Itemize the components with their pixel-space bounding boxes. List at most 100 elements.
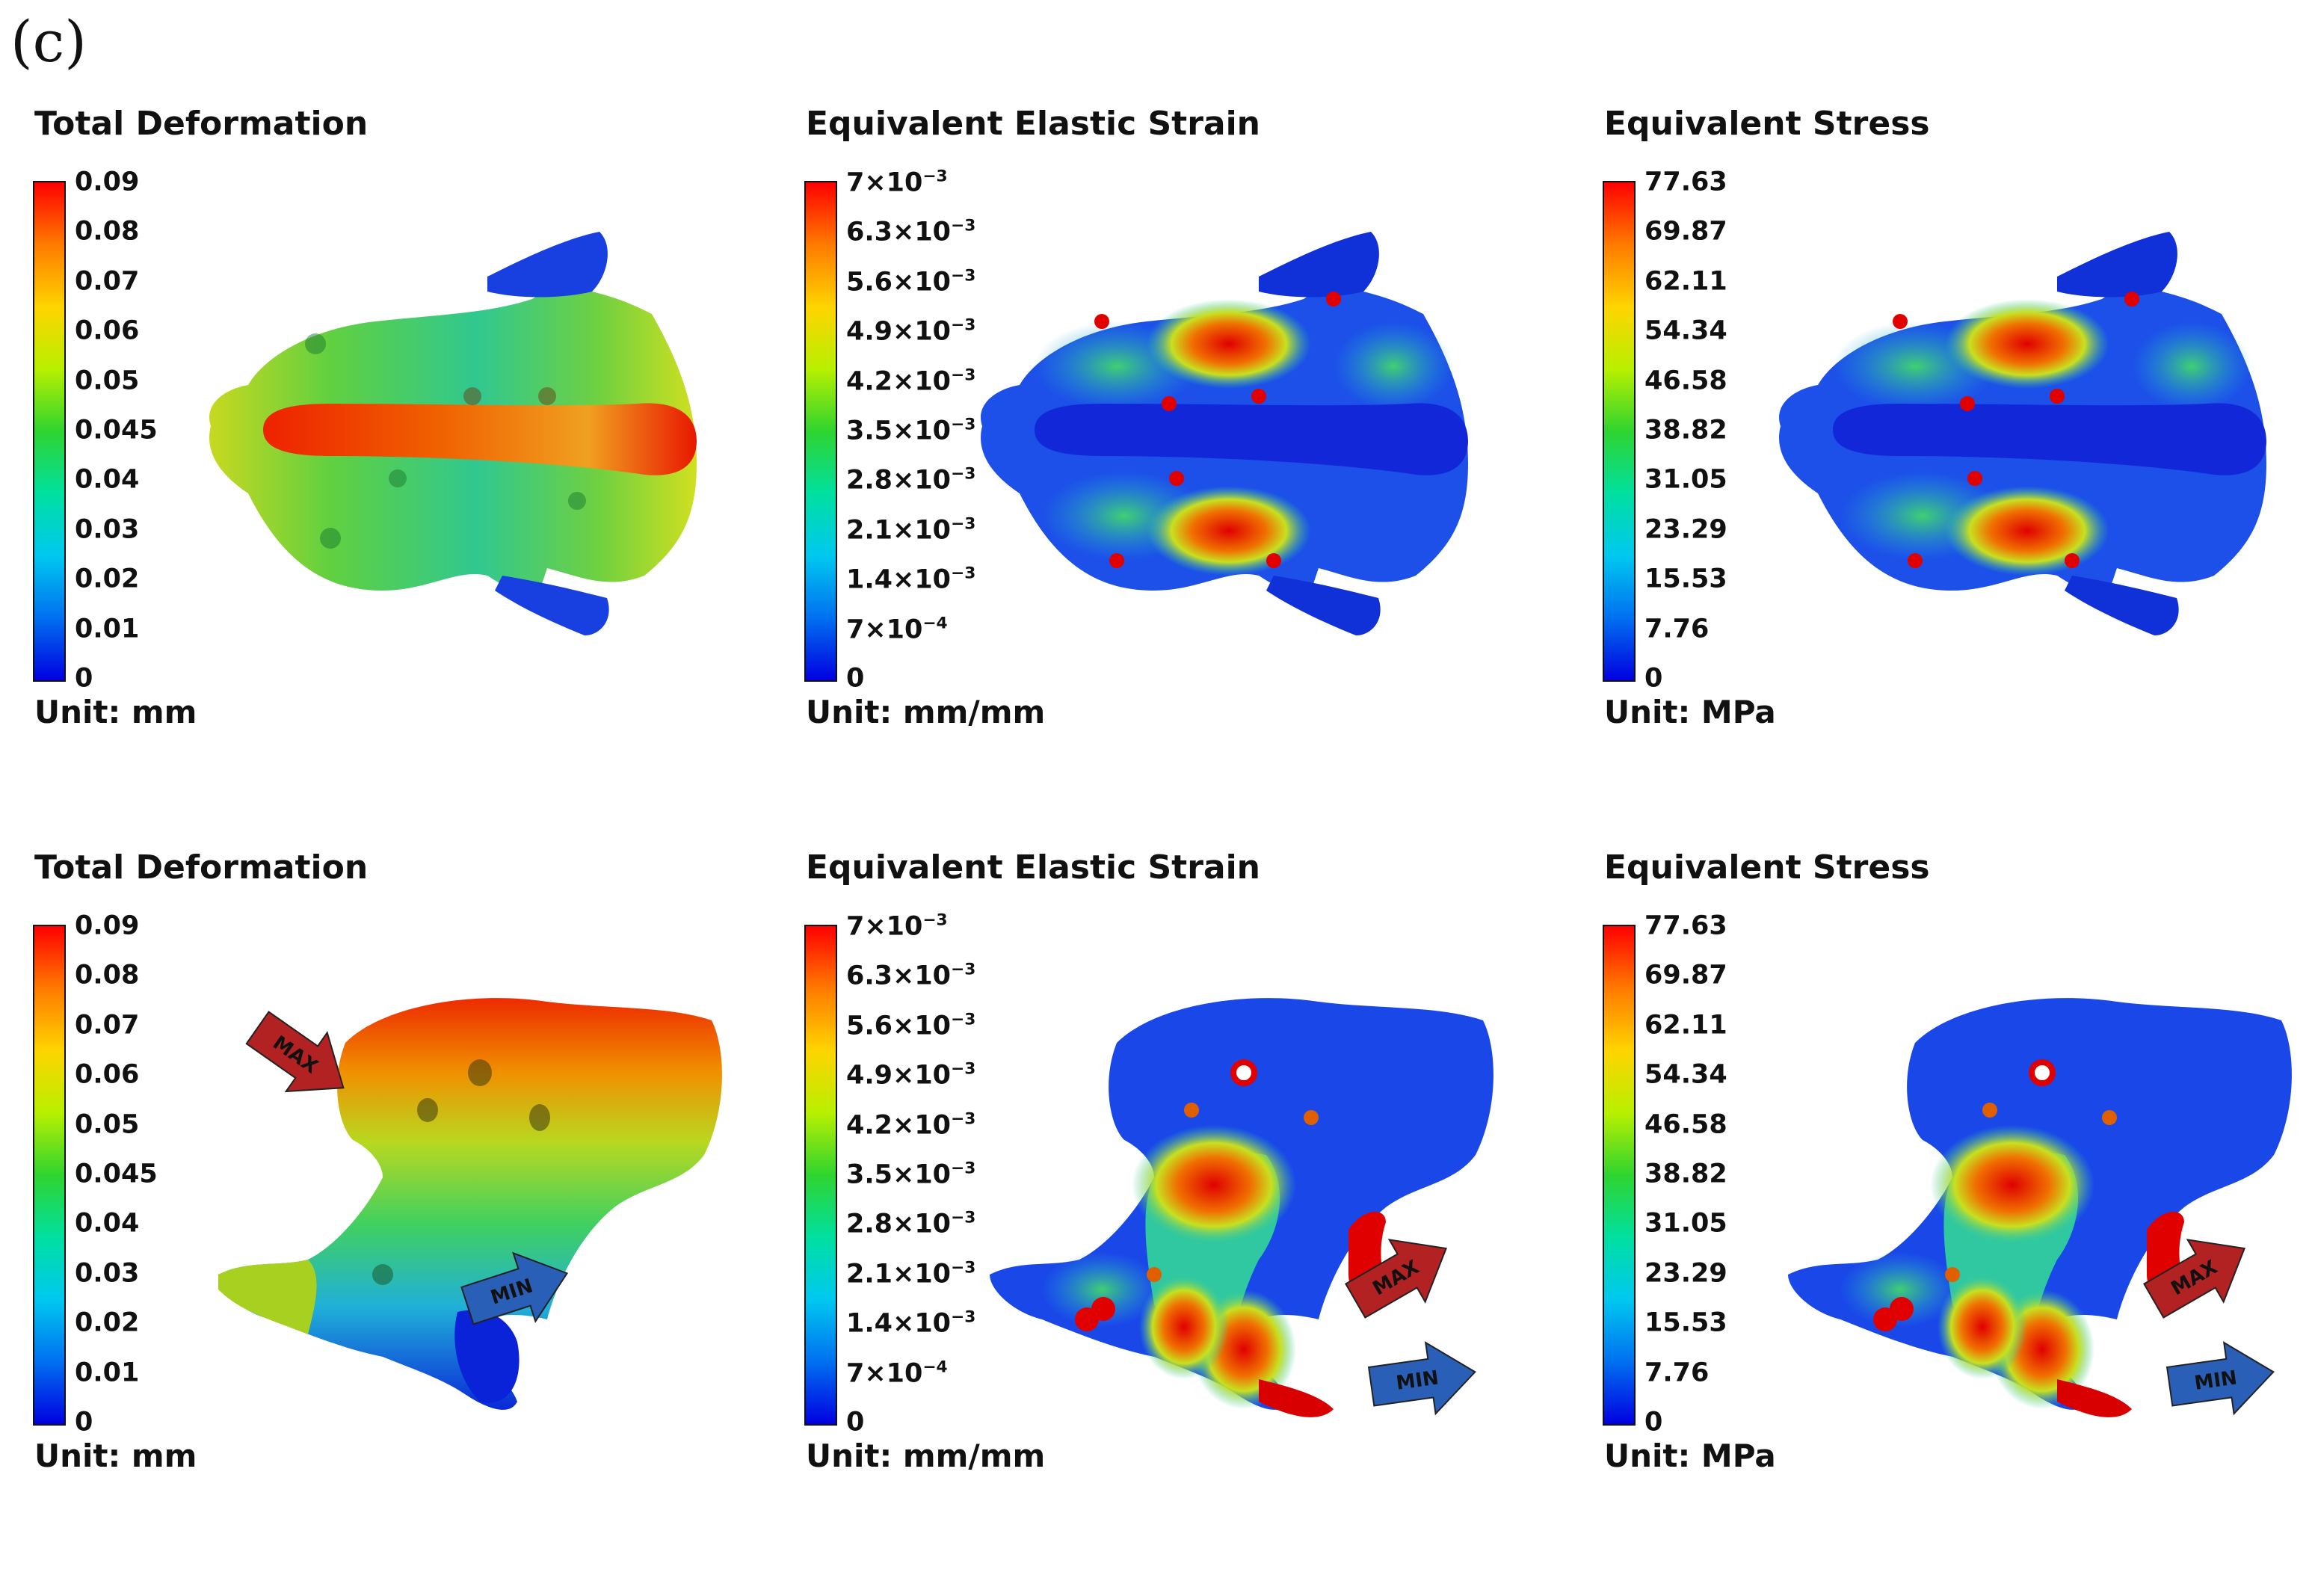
panel-elastic-strain-side: Equivalent Elastic Strain 7×10−3 6.3×10−3… xyxy=(780,848,1551,1596)
scale-tick-label: 15.53 xyxy=(1644,564,1727,594)
scale-tick-label: 0 xyxy=(75,663,93,694)
scale-tick-label: 4.2×10−3 xyxy=(846,1109,976,1140)
panel-title: Equivalent Elastic Strain xyxy=(806,848,1260,887)
scale-tick-label: 5.6×10−3 xyxy=(846,1010,976,1041)
color-scale-bar xyxy=(33,925,66,1426)
unit-label: Unit: mm/mm xyxy=(806,694,1046,730)
scale-tick-label: 0.045 xyxy=(75,1159,158,1189)
panel-title: Total Deformation xyxy=(34,105,369,143)
panel-total-deformation-side: Total Deformation 0.09 0.08 0.07 0.06 0.05 0.… xyxy=(9,848,780,1596)
color-scale-bar xyxy=(1603,181,1636,682)
scale-tick-label: 0 xyxy=(1644,1407,1663,1438)
scale-tick-label: 77.63 xyxy=(1644,911,1727,941)
scale-tick-label: 0.07 xyxy=(75,266,140,297)
scale-tick-label: 38.82 xyxy=(1644,415,1727,446)
scale-tick-label: 0 xyxy=(75,1407,93,1438)
unit-label: Unit: mm xyxy=(34,1438,197,1474)
bone-model-side-view: MAX MIN xyxy=(990,998,1493,1417)
scale-tick-label: 0.05 xyxy=(75,366,140,396)
scale-tick-label: 0.06 xyxy=(75,1059,140,1090)
figure-label: (c) xyxy=(10,8,87,75)
scale-tick-label: 0.09 xyxy=(75,167,140,197)
scale-tick-label: 2.1×10−3 xyxy=(846,514,976,546)
scale-tick-label: 1.4×10−3 xyxy=(846,1307,976,1339)
scale-tick-label: 4.2×10−3 xyxy=(846,366,976,396)
panel-equivalent-stress-side: Equivalent Stress 77.63 69.87 62.11 54.34 46… xyxy=(1579,848,2312,1596)
scale-tick-label: 0.03 xyxy=(75,514,140,545)
scale-tick-label: 46.58 xyxy=(1644,366,1727,396)
bone-model-top-view xyxy=(1779,232,2266,635)
scale-tick-label: 31.05 xyxy=(1644,464,1727,495)
scale-tick-label: 0 xyxy=(846,663,865,694)
scale-tick-label: 1.4×10−3 xyxy=(846,564,976,595)
scale-tick-label: 7×10−4 xyxy=(846,614,948,644)
scale-tick-label: 0.01 xyxy=(75,614,140,644)
scale-tick-label: 69.87 xyxy=(1644,216,1727,247)
scale-tick-label: 0.09 xyxy=(75,911,140,941)
scale-tick-label: 0.03 xyxy=(75,1258,140,1289)
min-arrow: MIN xyxy=(2165,1341,2275,1416)
scale-tick-label: 62.11 xyxy=(1644,1010,1727,1041)
scale-tick-label: 6.3×10−3 xyxy=(846,961,976,991)
panel-title: Equivalent Stress xyxy=(1604,848,1930,887)
scale-tick-label: 0.08 xyxy=(75,960,140,990)
scale-tick-label: 3.5×10−3 xyxy=(846,1159,976,1190)
scale-tick-label: 0.02 xyxy=(75,564,140,594)
panel-elastic-strain-top: Equivalent Elastic Strain 7×10−3 6.3×10−3… xyxy=(780,105,1551,852)
scale-tick-label: 0.06 xyxy=(75,315,140,346)
color-scale-bar xyxy=(804,925,837,1426)
bone-model-side-view: MAX MIN xyxy=(1788,998,2292,1417)
bone-model-side-view: MAX MIN xyxy=(218,998,722,1410)
scale-tick-label: 7.76 xyxy=(1644,614,1710,644)
scale-tick-label: 15.53 xyxy=(1644,1307,1727,1338)
scale-tick-label: 0.05 xyxy=(75,1109,140,1140)
scale-tick-label: 4.9×10−3 xyxy=(846,1059,976,1091)
min-arrow: MIN xyxy=(1367,1341,1476,1416)
scale-tick-label: 0.08 xyxy=(75,216,140,247)
scale-tick-label: 23.29 xyxy=(1644,514,1727,545)
scale-tick-label: 54.34 xyxy=(1644,315,1727,346)
scale-tick-label: 69.87 xyxy=(1644,960,1727,990)
scale-tick-label: 7×10−3 xyxy=(846,167,948,198)
scale-tick-label: 0 xyxy=(1644,663,1663,694)
scale-tick-label: 3.5×10−3 xyxy=(846,415,976,446)
scale-tick-label: 6.3×10−3 xyxy=(846,217,976,247)
min-arrow: MIN xyxy=(460,1251,569,1325)
panel-total-deformation-top: Total Deformation 0.09 0.08 0.07 0.06 0.05 0.… xyxy=(9,105,780,852)
scale-tick-label: 0 xyxy=(846,1407,865,1438)
color-scale-bar xyxy=(33,181,66,682)
scale-tick-label: 2.1×10−3 xyxy=(846,1258,976,1290)
scale-tick-label: 0.04 xyxy=(75,1208,140,1239)
scale-tick-label: 62.11 xyxy=(1644,266,1727,297)
scale-tick-label: 54.34 xyxy=(1644,1059,1727,1090)
scale-tick-label: 5.6×10−3 xyxy=(846,266,976,298)
color-scale-bar xyxy=(804,181,837,682)
unit-label: Unit: MPa xyxy=(1604,1438,1776,1474)
panel-title: Equivalent Elastic Strain xyxy=(806,105,1260,143)
scale-tick-label: 7×10−4 xyxy=(846,1358,948,1388)
scale-tick-label: 46.58 xyxy=(1644,1109,1727,1140)
scale-tick-label: 0.04 xyxy=(75,464,140,495)
panel-equivalent-stress-top: Equivalent Stress 77.63 69.87 62.11 54.34 46… xyxy=(1579,105,2312,852)
scale-tick-label: 77.63 xyxy=(1644,167,1727,197)
panel-title: Equivalent Stress xyxy=(1604,105,1930,143)
scale-tick-label: 0.01 xyxy=(75,1358,140,1388)
panel-title: Total Deformation xyxy=(34,848,369,887)
bone-model-top-view xyxy=(209,232,697,635)
unit-label: Unit: mm/mm xyxy=(806,1438,1046,1474)
scale-tick-label: 38.82 xyxy=(1644,1159,1727,1189)
unit-label: Unit: MPa xyxy=(1604,694,1776,730)
scale-tick-label: 4.9×10−3 xyxy=(846,315,976,347)
scale-tick-label: 31.05 xyxy=(1644,1208,1727,1239)
scale-tick-label: 7×10−3 xyxy=(846,911,948,942)
bone-model-top-view xyxy=(981,232,1468,635)
scale-tick-label: 0.07 xyxy=(75,1010,140,1041)
scale-tick-label: 2.8×10−3 xyxy=(846,465,976,496)
scale-tick-label: 2.8×10−3 xyxy=(846,1209,976,1239)
scale-tick-label: 23.29 xyxy=(1644,1258,1727,1289)
color-scale-bar xyxy=(1603,925,1636,1426)
scale-tick-label: 0.02 xyxy=(75,1307,140,1338)
scale-tick-label: 0.045 xyxy=(75,415,158,446)
scale-tick-label: 7.76 xyxy=(1644,1358,1710,1388)
unit-label: Unit: mm xyxy=(34,694,197,730)
